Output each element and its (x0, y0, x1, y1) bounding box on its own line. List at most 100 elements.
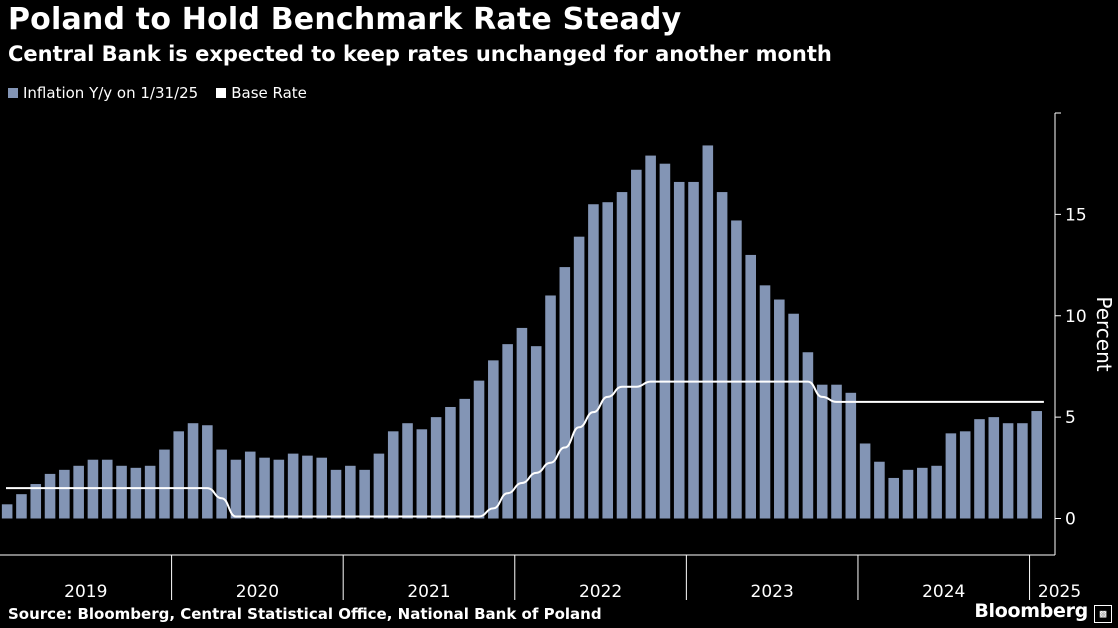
x-tick-label: 2024 (922, 582, 965, 602)
inflation-bar (130, 467, 142, 519)
inflation-bar (202, 425, 213, 519)
inflation-bar (616, 192, 628, 519)
inflation-bar (116, 465, 127, 519)
inflation-bar (602, 202, 614, 519)
y-axis-title: Percent (1092, 296, 1116, 371)
inflation-bar (1031, 411, 1042, 519)
bloomberg-logo: Bloomberg (974, 600, 1088, 622)
legend-swatch-base-rate (216, 88, 227, 98)
inflation-bar (1017, 423, 1028, 519)
inflation-bar (702, 145, 714, 519)
inflation-bar (545, 295, 556, 519)
inflation-bar (16, 494, 27, 519)
inflation-bar (573, 236, 585, 519)
inflation-bar (30, 484, 42, 519)
inflation-bar (459, 398, 471, 519)
inflation-bar (387, 431, 399, 519)
inflation-bar (673, 181, 685, 519)
chart-title: Poland to Hold Benchmark Rate Steady (8, 2, 682, 37)
inflation-bar (731, 220, 742, 519)
y-tick-label: 5 (1065, 408, 1076, 428)
inflation-bar (287, 453, 299, 519)
inflation-bar (416, 429, 428, 519)
inflation-bar (530, 346, 542, 519)
inflation-bar (631, 169, 642, 519)
inflation-bar (716, 192, 728, 519)
source-note: Source: Bloomberg, Central Statistical O… (8, 605, 602, 623)
inflation-bar (488, 360, 499, 519)
legend-swatch-inflation (8, 88, 18, 98)
y-tick-label: 0 (1065, 510, 1076, 530)
inflation-bar (216, 449, 227, 519)
inflation-bar (502, 344, 513, 519)
x-tick-label: 2022 (579, 582, 622, 602)
x-tick-label: 2020 (236, 582, 279, 602)
base-rate-line-layer (6, 380, 1044, 518)
inflation-bar (73, 465, 84, 519)
x-tick-label: 2021 (407, 582, 450, 602)
inflation-bar (302, 455, 313, 519)
inflation-bar (1002, 423, 1014, 519)
inflation-bar (59, 469, 70, 519)
inflation-bar (244, 451, 256, 519)
inflation-bar (831, 384, 842, 519)
legend-item-base-rate: Base Rate (216, 84, 307, 102)
inflation-bar (559, 267, 571, 519)
inflation-bar (187, 423, 199, 519)
inflation-bar (759, 285, 771, 519)
inflation-bar (430, 417, 442, 519)
inflation-bar (1, 504, 13, 519)
chart-bars-icon: ▩ (1094, 605, 1112, 623)
inflation-bar (688, 181, 699, 519)
x-tick-label: 2023 (751, 582, 794, 602)
legend-item-inflation: Inflation Y/y on 1/31/25 (8, 84, 198, 102)
inflation-bar (917, 467, 928, 519)
x-tick-label: 2019 (64, 582, 107, 602)
inflation-bar (373, 453, 385, 519)
inflation-bar (473, 380, 485, 519)
inflation-bar (173, 431, 185, 519)
y-tick-label: 10 (1065, 307, 1087, 327)
inflation-bar (402, 423, 413, 519)
chart-subtitle: Central Bank is expected to keep rates u… (8, 42, 832, 66)
inflation-bar (902, 469, 914, 519)
inflation-bar (159, 449, 170, 519)
legend-label-inflation: Inflation Y/y on 1/31/25 (23, 84, 199, 102)
inflation-bar (101, 459, 113, 519)
inflation-bar (888, 477, 899, 519)
inflation-bar (230, 459, 242, 519)
inflation-bar (345, 465, 356, 519)
inflation-bar (945, 433, 957, 519)
inflation-bar (273, 459, 285, 519)
inflation-bar (144, 465, 156, 519)
inflation-bar (259, 457, 270, 519)
legend: Inflation Y/y on 1/31/25 Base Rate (8, 84, 325, 102)
inflation-bars (1, 145, 1042, 519)
inflation-bar (802, 352, 814, 519)
inflation-bar (87, 459, 99, 519)
y-tick-label: 15 (1065, 205, 1087, 225)
inflation-bar (330, 469, 342, 519)
inflation-bar (745, 254, 756, 519)
inflation-bar (774, 299, 785, 519)
inflation-bar (659, 163, 671, 519)
axes: 0 5 10 15 Percent 2019 2020 2021 2022 2023 2024 202… (0, 112, 1116, 602)
inflation-bar (874, 461, 885, 519)
x-tick-label: 2025 (1038, 582, 1081, 602)
inflation-bar (931, 465, 942, 519)
inflation-bar (359, 469, 370, 519)
inflation-bar (44, 473, 56, 519)
inflation-bar (816, 384, 828, 519)
inflation-bar (588, 204, 599, 519)
inflation-bar (316, 457, 328, 519)
inflation-bar (974, 419, 985, 519)
inflation-bar (788, 313, 799, 519)
inflation-bar (988, 417, 1000, 519)
legend-label-base-rate: Base Rate (231, 84, 307, 102)
inflation-bar (845, 392, 857, 519)
inflation-bar (645, 155, 656, 519)
inflation-bar (859, 443, 871, 519)
inflation-bar (445, 406, 456, 519)
base-rate-line (6, 380, 1044, 518)
